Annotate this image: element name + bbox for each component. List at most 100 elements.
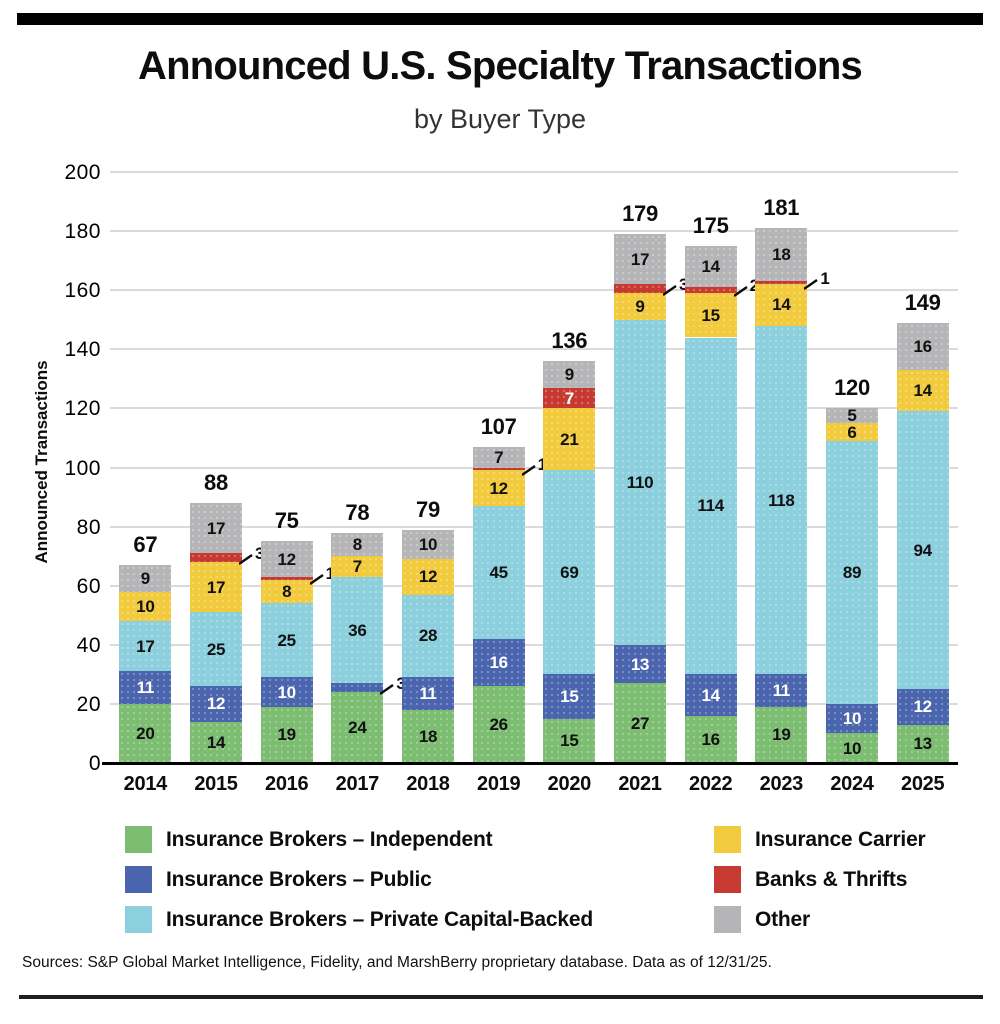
segment-value-label: 17 — [136, 636, 155, 656]
plot-area: 0 20 40 60 80 100 120 140 160 180 200 20 11 17 10 9 67 20… — [64, 162, 958, 795]
bar-segment: 21 — [543, 408, 596, 471]
callout-value-label: 1 — [538, 456, 547, 473]
bar-segment: 10 — [260, 677, 313, 707]
x-axis-label-2021: 2021 — [618, 773, 662, 795]
bar-segment: 5 — [826, 406, 878, 426]
y-tick-label-200: 200 — [64, 161, 101, 184]
bar-segment: 17 — [119, 621, 172, 672]
bar-segment: 9 — [614, 293, 666, 320]
callout-line — [380, 683, 395, 695]
segment-value-label: 36 — [348, 620, 367, 640]
segment-value-label: 11 — [419, 684, 437, 704]
bar-segment: 45 — [472, 505, 525, 639]
segment-value-label: 7 — [564, 388, 574, 408]
legend-swatch — [714, 826, 741, 853]
bar-segment: 7 — [331, 556, 384, 577]
segment-value-label: 19 — [772, 725, 791, 745]
bar-segment: 13 — [614, 644, 666, 684]
bar-segment: 15 — [684, 293, 737, 338]
segment-value-label: 26 — [489, 715, 509, 735]
segment-value-label: 15 — [560, 731, 579, 751]
bar-segment: 14 — [684, 674, 737, 716]
legend-label: Insurance Carrier — [755, 827, 926, 851]
bar-total-label: 181 — [763, 195, 800, 221]
segment-value-label: 18 — [418, 726, 438, 746]
segment-value-label: 7 — [494, 447, 504, 467]
bar-segment: 10 — [402, 529, 454, 560]
top-rule — [17, 13, 983, 25]
legend-item-4: Insurance Carrier — [714, 826, 926, 853]
bar-segment: 118 — [755, 325, 808, 675]
legend-label: Insurance Brokers – Private Capital-Back… — [166, 907, 593, 931]
segment-value-label: 10 — [136, 596, 155, 616]
bar-segment: 94 — [896, 411, 949, 690]
chart-subtitle: by Buyer Type — [413, 104, 587, 134]
bar-segment: 17 — [614, 234, 666, 285]
segment-value-label: 11 — [136, 678, 155, 698]
legend-swatch — [714, 866, 741, 893]
callout-line — [521, 464, 536, 476]
x-axis-label-2015: 2015 — [194, 773, 238, 795]
segment-value-label: 8 — [282, 582, 292, 602]
bar-total-label: 179 — [622, 201, 658, 227]
callout-line — [663, 284, 677, 296]
source-note: Sources: S&P Global Market Intelligence,… — [22, 954, 772, 971]
bar-segment: 12 — [402, 559, 454, 595]
bar-total-label: 79 — [416, 496, 440, 522]
x-axis-line — [102, 761, 958, 765]
chart-title: Announced U.S. Specialty Transactions — [138, 44, 863, 88]
bar-segment: 6 — [826, 423, 878, 441]
legend-item-1: Insurance Brokers – Independent — [125, 826, 493, 853]
segment-value-label: 5 — [847, 406, 857, 426]
bar-segment: 8 — [331, 532, 384, 557]
legend-item-6: Other — [714, 906, 810, 933]
gridline-120 — [110, 407, 958, 410]
y-tick-label-100: 100 — [64, 456, 101, 480]
y-tick-label-120: 120 — [64, 397, 101, 421]
bar-segment: 89 — [826, 440, 878, 704]
y-tick-label-80: 80 — [76, 515, 101, 539]
segment-value-label: 10 — [418, 534, 438, 554]
gridline-60 — [110, 584, 958, 587]
callout-value-label: 3 — [396, 675, 405, 692]
bar-segment: 114 — [684, 337, 737, 675]
segment-value-label: 25 — [277, 630, 297, 650]
x-axis-label-2014: 2014 — [123, 773, 168, 795]
bar-segment: 17 — [190, 562, 242, 613]
bar-segment: 19 — [260, 706, 313, 763]
segment-value-label: 110 — [626, 472, 654, 492]
gridline-200 — [110, 171, 958, 173]
segment-value-label: 6 — [847, 422, 857, 442]
gridline-40 — [110, 643, 958, 646]
callout-value-label: 2 — [750, 277, 759, 294]
bar-segment: 69 — [543, 470, 596, 675]
bar-segment — [190, 553, 242, 563]
segment-callout: 1 — [804, 268, 830, 290]
legend-label: Insurance Brokers – Public — [166, 867, 432, 891]
segment-value-label: 20 — [136, 723, 155, 743]
y-tick-label-140: 140 — [64, 338, 101, 362]
callout-line — [239, 553, 253, 565]
bar-segment — [684, 287, 737, 294]
bar-segment: 14 — [896, 370, 949, 412]
segment-value-label: 12 — [489, 478, 509, 498]
x-axis-label-2020: 2020 — [547, 773, 592, 795]
bar-segment: 15 — [543, 718, 596, 763]
segment-value-label: 118 — [768, 490, 795, 510]
segment-value-label: 69 — [560, 562, 579, 582]
segment-callout: 3 — [663, 276, 688, 296]
segment-value-label: 14 — [206, 732, 226, 752]
segment-value-label: 114 — [697, 496, 724, 516]
callout-value-label: 1 — [326, 565, 335, 582]
bar-total-label: 149 — [904, 289, 941, 315]
legend-swatch — [125, 866, 152, 893]
callout-value-label: 1 — [820, 268, 830, 288]
segment-value-label: 13 — [913, 734, 933, 754]
legend-item-5: Banks & Thrifts — [714, 866, 907, 893]
segment-value-label: 45 — [489, 562, 509, 582]
segment-value-label: 16 — [701, 729, 721, 749]
segment-callout: 1 — [309, 565, 335, 586]
bar-total-label: 175 — [692, 212, 729, 238]
legend-swatch — [714, 906, 741, 933]
legend-swatch — [125, 906, 152, 933]
